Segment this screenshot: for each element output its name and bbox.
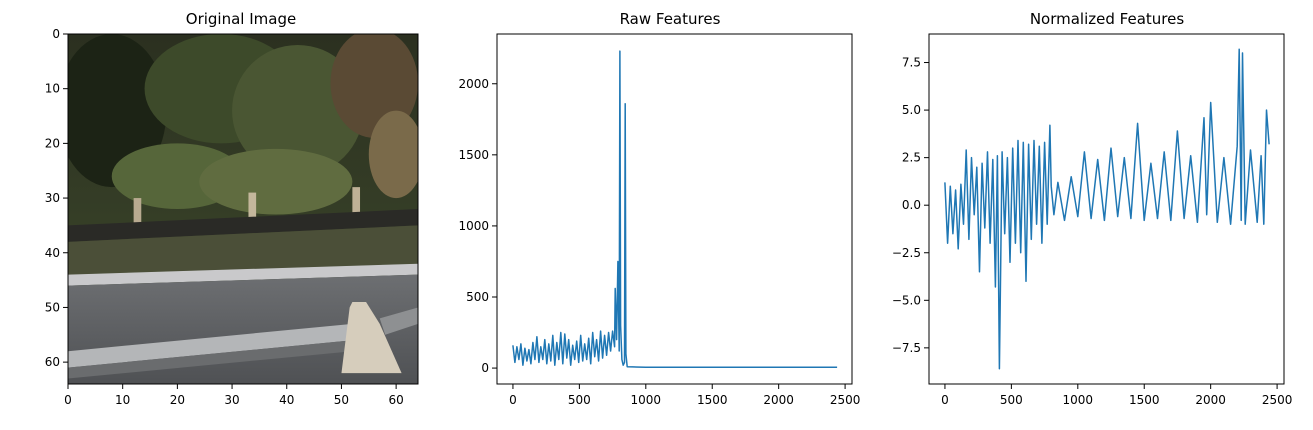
x-tick-label-0: 0 — [64, 393, 72, 407]
original-image — [67, 33, 419, 385]
y-tick-label-1: 500 — [466, 290, 489, 304]
x-tick-label-5: 2500 — [1262, 393, 1293, 407]
raw-panel-title: Raw Features — [620, 10, 721, 28]
y-tick-label-0: 0 — [52, 27, 60, 41]
raw-features-plot — [496, 33, 853, 385]
y-tick-label-0: 0 — [481, 361, 489, 375]
normalized-features-plot — [928, 33, 1285, 385]
y-tick-label-3: 1500 — [458, 148, 489, 162]
normalized-features-series-line — [944, 48, 1270, 370]
raw-features-series-line — [512, 50, 838, 368]
x-tick-label-4: 2000 — [1195, 393, 1226, 407]
y-tick-label-5: 5.0 — [902, 103, 921, 117]
y-tick-label-1: −5.0 — [892, 293, 921, 307]
x-tick-label-4: 2000 — [763, 393, 794, 407]
x-tick-label-6: 60 — [388, 393, 403, 407]
y-tick-label-2: −2.5 — [892, 246, 921, 260]
x-tick-label-3: 1500 — [1129, 393, 1160, 407]
normalized-axis-ticks: 0 500 1000 1500 2000 2500 −7.5 −5.0 −2.5 0.0 2.5 5.… — [892, 56, 1293, 407]
x-tick-label-1: 10 — [115, 393, 130, 407]
raw-axis-ticks: 0 500 1000 1500 2000 2500 0 500 1000 1500 2000 — [458, 77, 860, 407]
normalized-panel-title: Normalized Features — [1030, 10, 1185, 28]
image-panel-title: Original Image — [186, 10, 296, 28]
y-tick-label-0: −7.5 — [892, 341, 921, 355]
y-tick-label-4: 2000 — [458, 77, 489, 91]
x-tick-label-5: 50 — [334, 393, 349, 407]
image-axis-ticks: 0 10 20 30 40 50 60 0 10 20 30 40 50 60 — [45, 27, 404, 407]
y-tick-label-5: 50 — [45, 300, 60, 314]
y-tick-label-4: 2.5 — [902, 151, 921, 165]
y-tick-label-3: 30 — [45, 191, 60, 205]
x-tick-label-2: 1000 — [1063, 393, 1094, 407]
y-tick-label-3: 0.0 — [902, 198, 921, 212]
x-tick-label-0: 0 — [509, 393, 517, 407]
y-tick-label-6: 60 — [45, 355, 60, 369]
y-tick-label-6: 7.5 — [902, 56, 921, 70]
x-tick-label-3: 30 — [224, 393, 239, 407]
y-tick-label-2: 1000 — [458, 219, 489, 233]
x-tick-label-0: 0 — [941, 393, 949, 407]
y-tick-label-2: 20 — [45, 136, 60, 150]
y-tick-label-4: 40 — [45, 246, 60, 260]
y-tick-label-1: 10 — [45, 82, 60, 96]
x-tick-label-3: 1500 — [697, 393, 728, 407]
x-tick-label-2: 1000 — [631, 393, 662, 407]
x-tick-label-4: 40 — [279, 393, 294, 407]
x-tick-label-1: 500 — [1000, 393, 1023, 407]
x-tick-label-5: 2500 — [830, 393, 861, 407]
x-tick-label-2: 20 — [170, 393, 185, 407]
x-tick-label-1: 500 — [568, 393, 591, 407]
